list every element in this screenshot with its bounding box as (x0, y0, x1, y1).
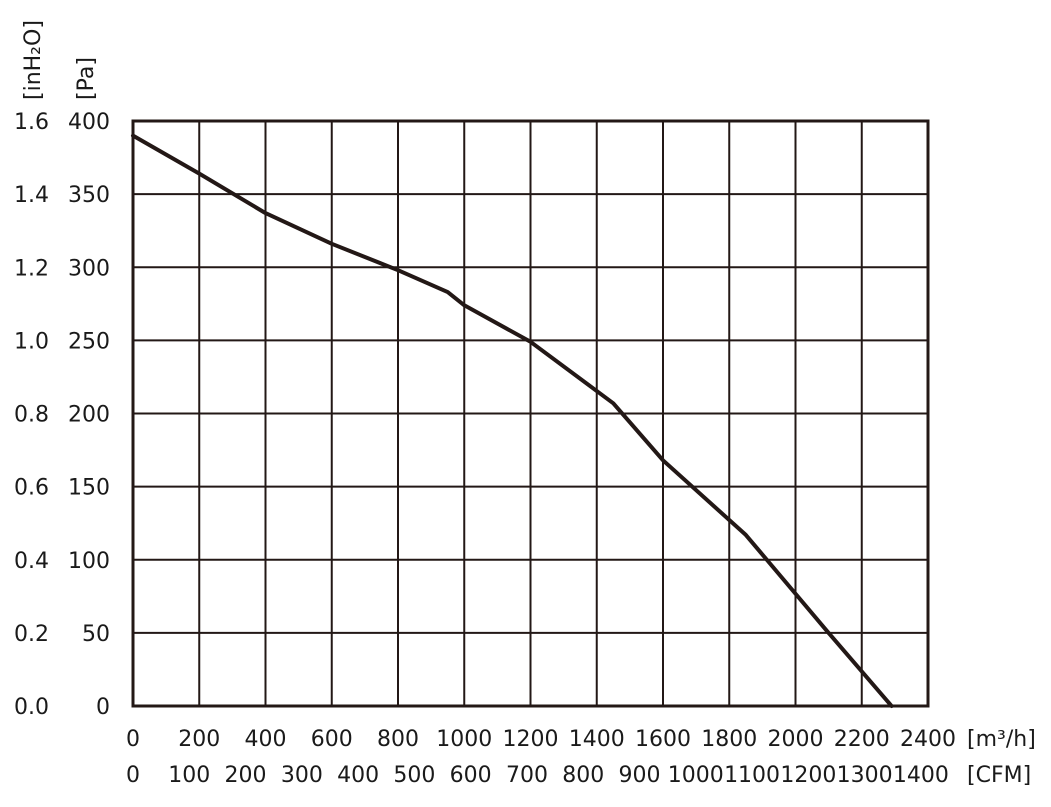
y-tick-label-inh2o: 0.8 (14, 403, 49, 428)
x-tick-label-m3h: 400 (245, 727, 287, 752)
y-tick-label-inh2o: 0.2 (14, 622, 49, 647)
x-tick-label-cfm: 1400 (893, 763, 949, 788)
x-tick-label-cfm: 300 (281, 763, 323, 788)
x-tick-label-cfm: 0 (126, 763, 140, 788)
y-tick-label-inh2o: 1.4 (14, 183, 49, 208)
x-unit-m3h: [m³/h] (967, 727, 1036, 752)
x-tick-label-m3h: 1000 (436, 727, 492, 752)
series-line (131, 133, 894, 708)
x-tick-label-m3h: 2200 (834, 727, 890, 752)
y-tick-label-pa: 300 (68, 256, 110, 281)
y-tick-label-pa: 0 (96, 695, 110, 720)
y-unit-inh2o: [inH₂O] (21, 20, 46, 100)
x-tick-label-m3h: 600 (311, 727, 353, 752)
y-tick-label-pa: 350 (68, 183, 110, 208)
x-tick-label-cfm: 800 (562, 763, 604, 788)
y-tick-label-pa: 150 (68, 476, 110, 501)
y-tick-label-inh2o: 1.6 (14, 110, 49, 135)
x-tick-label-cfm: 200 (225, 763, 267, 788)
y-tick-label-pa: 50 (82, 622, 110, 647)
x-tick-label-m3h: 1800 (701, 727, 757, 752)
x-tick-label-cfm: 1100 (724, 763, 780, 788)
y-tick-label-inh2o: 1.2 (14, 256, 49, 281)
y-tick-label-inh2o: 0.0 (14, 695, 49, 720)
y-tick-label-pa: 200 (68, 403, 110, 428)
x-tick-label-m3h: 2000 (768, 727, 824, 752)
grid (133, 121, 928, 706)
x-tick-label-cfm: 1200 (780, 763, 836, 788)
x-tick-label-m3h: 200 (178, 727, 220, 752)
x-tick-label-cfm: 1300 (837, 763, 893, 788)
x-tick-label-cfm: 900 (619, 763, 661, 788)
x-tick-label-cfm: 600 (450, 763, 492, 788)
y-tick-label-inh2o: 0.6 (14, 476, 49, 501)
x-tick-label-cfm: 1000 (668, 763, 724, 788)
y-tick-label-inh2o: 0.4 (14, 549, 49, 574)
y-tick-label-pa: 100 (68, 549, 110, 574)
y-tick-label-pa: 250 (68, 329, 110, 354)
x-tick-label-cfm: 100 (168, 763, 210, 788)
x-tick-label-m3h: 1600 (635, 727, 691, 752)
y-tick-label-pa: 400 (68, 110, 110, 135)
x-tick-label-cfm: 700 (506, 763, 548, 788)
plot-frame (131, 119, 930, 708)
x-tick-label-m3h: 800 (377, 727, 419, 752)
x-tick-label-m3h: 1200 (503, 727, 559, 752)
x-unit-cfm: [CFM] (967, 763, 1031, 788)
x-tick-label-m3h: 0 (126, 727, 140, 752)
y-unit-pa: [Pa] (74, 57, 99, 100)
x-tick-label-cfm: 500 (393, 763, 435, 788)
y-tick-label-inh2o: 1.0 (14, 329, 49, 354)
x-tick-label-cfm: 400 (337, 763, 379, 788)
x-tick-label-m3h: 2400 (900, 727, 956, 752)
x-tick-label-m3h: 1400 (569, 727, 625, 752)
